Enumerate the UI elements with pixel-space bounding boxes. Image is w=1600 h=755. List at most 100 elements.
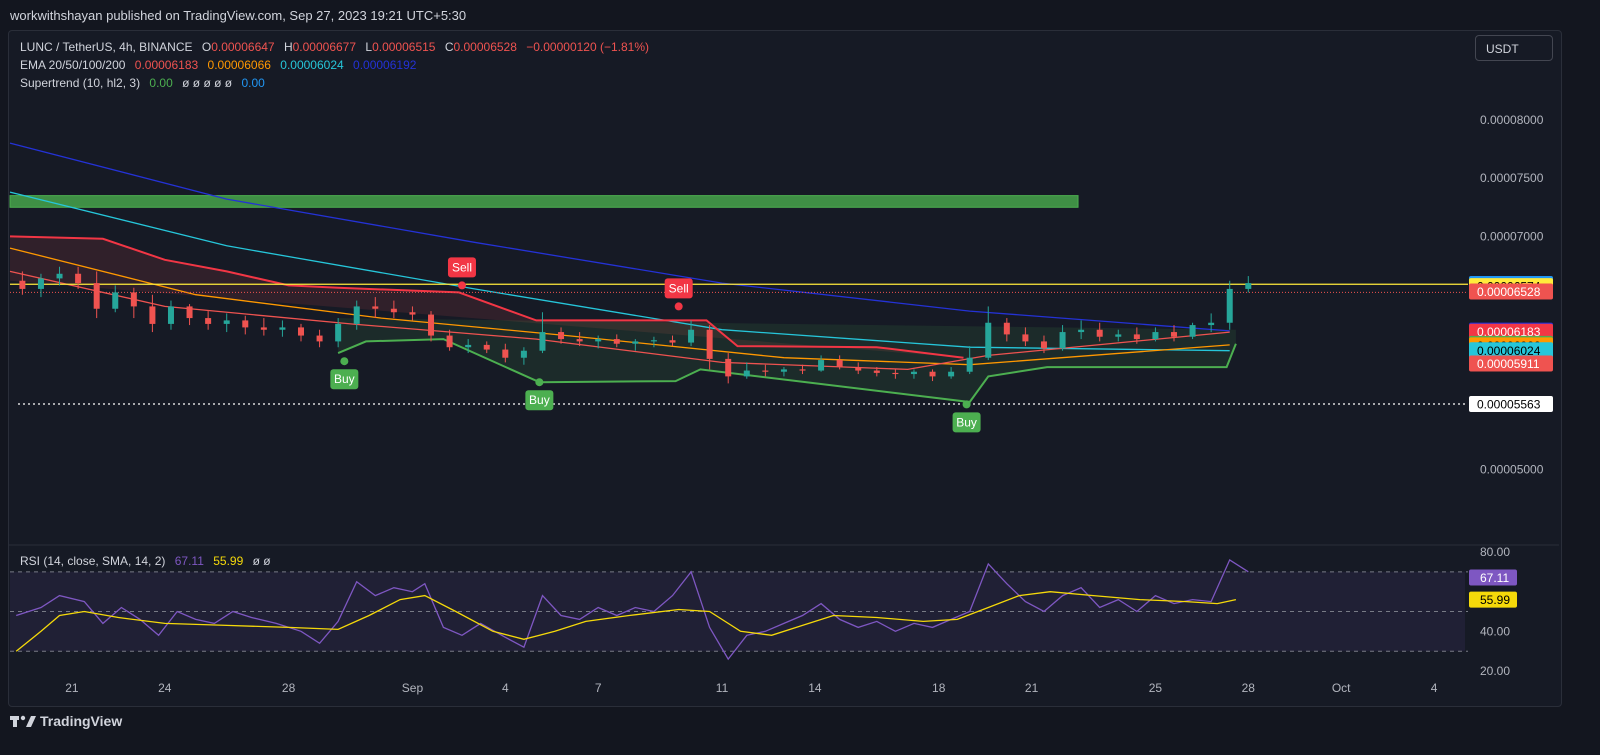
candle: [1022, 327, 1029, 347]
candle-body: [706, 329, 713, 359]
candle-body: [1226, 288, 1233, 323]
ema-legend[interactable]: EMA 20/50/100/200 0.00006183 0.00006066 …: [20, 58, 422, 72]
price-label-text: 0.00006024: [1477, 344, 1541, 358]
candle: [112, 285, 119, 313]
rsi-value-label: 67.11: [1469, 569, 1517, 586]
buy-signal: Buy: [330, 357, 359, 390]
candle: [260, 318, 267, 336]
candle-body: [1096, 329, 1103, 337]
candle-body: [1245, 283, 1252, 289]
x-axis-tick-label: 11: [716, 681, 729, 695]
candle-body: [780, 369, 787, 372]
candle: [632, 339, 639, 351]
rsi-y-tick-label: 20.00: [1480, 664, 1510, 678]
candle-body: [669, 340, 676, 343]
candle: [836, 355, 843, 370]
signal-dot: [674, 302, 683, 311]
candle: [576, 332, 583, 347]
ema50-value: 0.00006066: [207, 58, 271, 72]
candle: [706, 325, 713, 370]
ema200-line: [9, 142, 1230, 332]
supertrend-up-line: [337, 338, 1237, 404]
candle: [1059, 325, 1066, 351]
candle: [966, 346, 973, 375]
candle: [558, 327, 565, 344]
y-axis-tick-label: 0.00007500: [1480, 171, 1544, 185]
candle: [892, 369, 899, 379]
candle: [1096, 322, 1103, 342]
candle: [56, 266, 63, 286]
candle: [688, 320, 695, 347]
candle-body: [558, 332, 565, 340]
candle-body: [149, 306, 156, 324]
ema-label[interactable]: EMA 20/50/100/200: [20, 58, 126, 72]
signal-label-box: [664, 278, 693, 299]
candle: [19, 271, 26, 295]
candle: [1040, 335, 1047, 354]
candle: [1245, 276, 1252, 293]
low-value: 0.00006515: [372, 40, 436, 54]
candle: [743, 362, 750, 379]
candle: [409, 306, 416, 321]
candle-body: [892, 372, 899, 375]
candle-body: [1189, 325, 1196, 337]
candle: [762, 364, 769, 377]
ema200-value: 0.00006192: [353, 58, 417, 72]
chart-panel[interactable]: [8, 30, 1562, 707]
candle-body: [836, 360, 843, 368]
candle: [37, 273, 44, 298]
candle-body: [446, 335, 453, 348]
candle-body: [743, 370, 750, 377]
signal-dot: [535, 378, 544, 387]
tradingview-logo-icon: [10, 713, 36, 729]
supertrend-empty: ø ø ø ø ø: [182, 76, 233, 90]
candle-body: [1171, 332, 1177, 337]
low-label: L: [365, 40, 373, 54]
signal-label-text: Buy: [334, 372, 355, 386]
rsi-sma-value: 55.99: [213, 554, 244, 568]
currency-button[interactable]: USDT: [1475, 35, 1553, 61]
candle: [353, 300, 360, 330]
price-label-box: [1469, 283, 1553, 300]
x-axis-tick-label: 14: [808, 681, 822, 695]
price-label-text: 0.00006183: [1477, 325, 1541, 339]
candle: [279, 320, 286, 337]
supertrend-down-fill: [10, 236, 964, 358]
candle-body: [1040, 341, 1047, 349]
y-axis-tick-label: 0.00008000: [1480, 113, 1544, 127]
candle-body: [316, 335, 323, 342]
rsi-label[interactable]: RSI (14, close, SMA, 14, 2): [20, 554, 166, 568]
candle: [130, 287, 137, 319]
tradingview-brand[interactable]: TradingView: [10, 713, 122, 729]
candle-body: [650, 340, 657, 342]
candle: [613, 334, 620, 348]
candle: [298, 323, 304, 342]
ema20-line: [9, 270, 1230, 371]
price-axis-label: 0.00006528: [1469, 283, 1553, 300]
candle: [873, 367, 880, 377]
symbol-title[interactable]: LUNC / TetherUS, 4h, BINANCE: [20, 40, 193, 54]
supertrend-legend[interactable]: Supertrend (10, hl2, 3) 0.00 ø ø ø ø ø 0…: [20, 76, 271, 90]
ema20-value: 0.00006183: [134, 58, 199, 72]
supertrend-label[interactable]: Supertrend (10, hl2, 3): [20, 76, 141, 90]
buy-signal: Buy: [525, 378, 554, 411]
candle: [650, 336, 657, 348]
rsi-y-tick-label: 40.00: [1480, 624, 1510, 638]
candle: [520, 347, 527, 365]
tradingview-wordmark: TradingView: [40, 713, 123, 729]
candle: [75, 266, 82, 289]
price-label-box: [1469, 355, 1553, 372]
price-axis-label: 0.00006183: [1469, 323, 1553, 340]
candle: [1133, 327, 1140, 344]
candle-body: [37, 278, 44, 289]
rsi-sma-line: [15, 591, 1237, 652]
rsi-legend[interactable]: RSI (14, close, SMA, 14, 2) 67.11 55.99 …: [20, 554, 277, 568]
candle-body: [762, 370, 769, 372]
candle: [483, 341, 490, 354]
candle-body: [298, 327, 304, 336]
candle-body: [390, 308, 397, 313]
price-label-text: 0.00006528: [1477, 285, 1541, 299]
publisher-line: workwithshayan published on TradingView.…: [10, 8, 467, 23]
candle: [1189, 322, 1196, 340]
